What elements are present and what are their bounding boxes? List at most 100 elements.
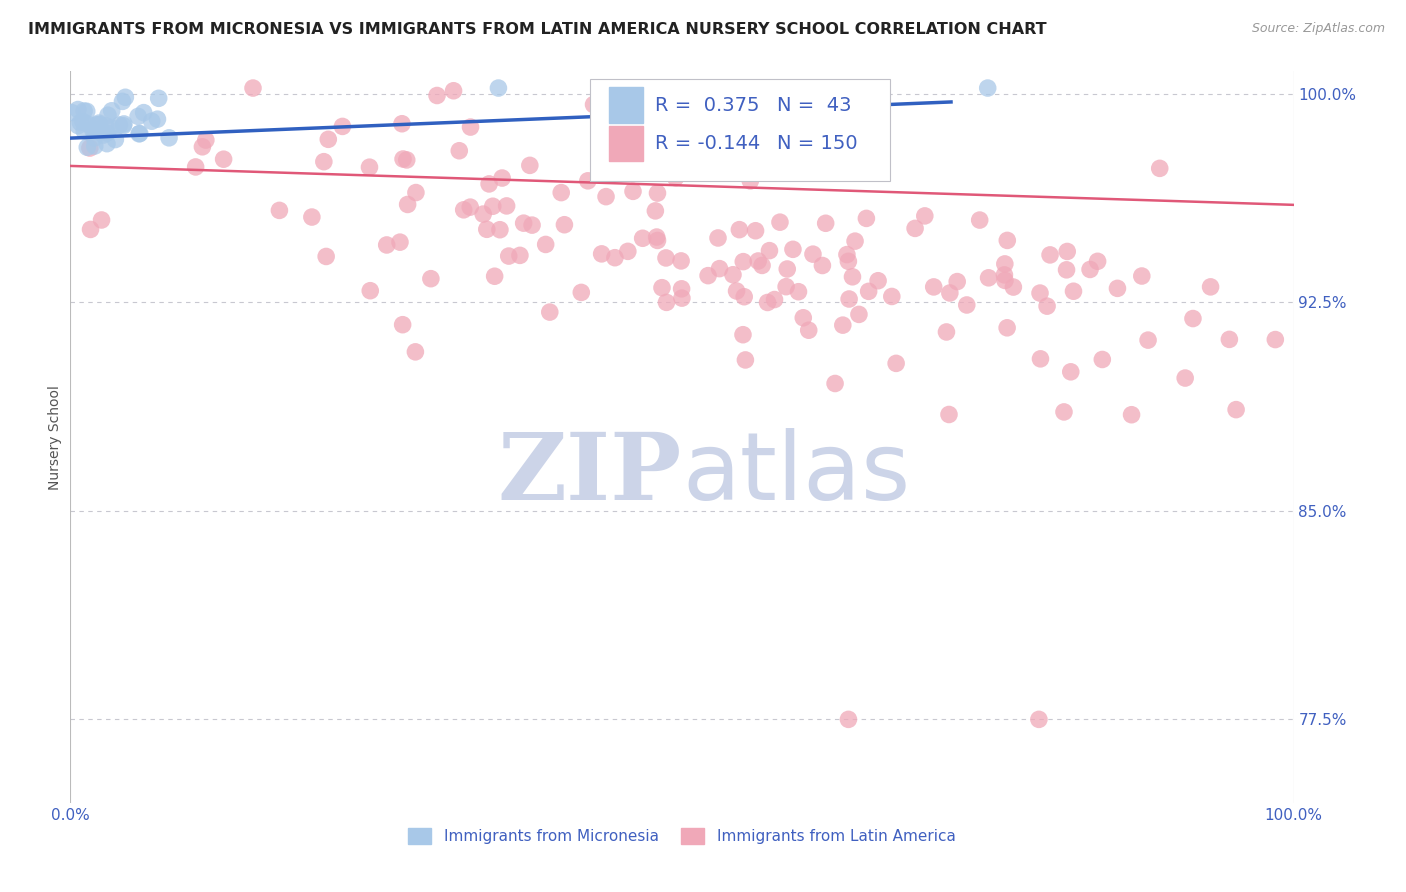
- Immigrants from Latin America: [426, 88, 449, 103]
- Immigrants from Latin America: [1091, 352, 1114, 367]
- Immigrants from Micronesia: [108, 118, 131, 132]
- Immigrants from Micronesia: [72, 114, 94, 128]
- Immigrants from Latin America: [472, 207, 495, 221]
- Immigrants from Micronesia: [87, 116, 110, 130]
- Immigrants from Latin America: [269, 203, 291, 218]
- Immigrants from Latin America: [1063, 284, 1085, 298]
- Immigrants from Latin America: [835, 247, 858, 261]
- Immigrants from Latin America: [645, 230, 668, 244]
- Immigrants from Latin America: [647, 186, 669, 200]
- Immigrants from Latin America: [453, 202, 475, 217]
- Immigrants from Micronesia: [89, 118, 111, 132]
- Immigrants from Latin America: [1121, 408, 1143, 422]
- Immigrants from Latin America: [569, 285, 592, 300]
- Immigrants from Latin America: [396, 197, 419, 211]
- Immigrants from Micronesia: [97, 108, 120, 122]
- Immigrants from Micronesia: [84, 123, 107, 137]
- Immigrants from Latin America: [1264, 333, 1286, 347]
- Immigrants from Micronesia: [93, 128, 115, 142]
- Immigrants from Latin America: [664, 170, 686, 185]
- Text: IMMIGRANTS FROM MICRONESIA VS IMMIGRANTS FROM LATIN AMERICA NURSERY SCHOOL CORRE: IMMIGRANTS FROM MICRONESIA VS IMMIGRANTS…: [28, 22, 1046, 37]
- Immigrants from Latin America: [184, 160, 207, 174]
- Immigrants from Latin America: [868, 274, 890, 288]
- Immigrants from Micronesia: [127, 109, 149, 123]
- Immigrants from Latin America: [751, 259, 773, 273]
- Immigrants from Latin America: [769, 215, 792, 229]
- Immigrants from Latin America: [1225, 402, 1247, 417]
- Text: atlas: atlas: [682, 427, 910, 520]
- Immigrants from Latin America: [651, 281, 673, 295]
- Immigrants from Latin America: [315, 250, 337, 264]
- Immigrants from Latin America: [725, 284, 748, 298]
- Immigrants from Micronesia: [73, 103, 96, 118]
- Immigrants from Latin America: [1053, 405, 1076, 419]
- Immigrants from Micronesia: [94, 119, 117, 133]
- Immigrants from Latin America: [392, 152, 415, 166]
- Immigrants from Micronesia: [96, 126, 118, 140]
- Text: N = 150: N = 150: [778, 135, 858, 153]
- Immigrants from Latin America: [758, 244, 780, 258]
- Immigrants from Latin America: [728, 222, 751, 236]
- Immigrants from Latin America: [519, 158, 541, 172]
- Immigrants from Latin America: [938, 408, 960, 422]
- Immigrants from Latin America: [1087, 254, 1109, 268]
- Immigrants from Latin America: [956, 298, 979, 312]
- Immigrants from Latin America: [801, 247, 824, 261]
- Immigrants from Latin America: [994, 273, 1017, 287]
- Immigrants from Latin America: [375, 238, 398, 252]
- Immigrants from Latin America: [242, 81, 264, 95]
- Immigrants from Latin America: [595, 189, 617, 203]
- Immigrants from Latin America: [475, 222, 498, 236]
- Immigrants from Latin America: [763, 293, 786, 307]
- Immigrants from Latin America: [731, 327, 754, 342]
- Text: N =  43: N = 43: [778, 95, 852, 114]
- Immigrants from Latin America: [1039, 248, 1062, 262]
- Immigrants from Latin America: [848, 307, 870, 321]
- Immigrants from Latin America: [995, 234, 1018, 248]
- Immigrants from Latin America: [1002, 280, 1025, 294]
- Immigrants from Micronesia: [83, 139, 105, 153]
- Immigrants from Latin America: [79, 222, 101, 236]
- Immigrants from Latin America: [388, 235, 411, 249]
- Immigrants from Latin America: [733, 254, 755, 268]
- Bar: [609, 126, 643, 161]
- Immigrants from Latin America: [391, 318, 413, 332]
- Immigrants from Latin America: [855, 211, 877, 226]
- Immigrants from Latin America: [707, 231, 730, 245]
- Immigrants from Latin America: [534, 237, 557, 252]
- Immigrants from Latin America: [1078, 262, 1101, 277]
- Immigrants from Latin America: [655, 251, 678, 265]
- Immigrants from Latin America: [946, 275, 969, 289]
- Immigrants from Micronesia: [86, 118, 108, 132]
- Immigrants from Latin America: [922, 280, 945, 294]
- Immigrants from Latin America: [1130, 268, 1153, 283]
- Immigrants from Latin America: [792, 310, 814, 325]
- Immigrants from Latin America: [550, 186, 572, 200]
- Immigrants from Latin America: [212, 152, 235, 166]
- Text: Source: ZipAtlas.com: Source: ZipAtlas.com: [1251, 22, 1385, 36]
- Immigrants from Latin America: [775, 279, 797, 293]
- Immigrants from Micronesia: [96, 136, 118, 151]
- Immigrants from Latin America: [1029, 351, 1052, 366]
- Immigrants from Micronesia: [100, 103, 122, 118]
- Immigrants from Latin America: [484, 269, 506, 284]
- Immigrants from Latin America: [995, 320, 1018, 334]
- Immigrants from Micronesia: [111, 95, 134, 109]
- Immigrants from Latin America: [1181, 311, 1204, 326]
- Immigrants from Latin America: [721, 268, 744, 282]
- Immigrants from Latin America: [1056, 244, 1078, 259]
- Immigrants from Micronesia: [157, 131, 180, 145]
- Immigrants from Latin America: [520, 218, 543, 232]
- Immigrants from Latin America: [90, 213, 112, 227]
- Immigrants from Latin America: [884, 356, 907, 370]
- Immigrants from Micronesia: [60, 105, 83, 120]
- Immigrants from Latin America: [647, 234, 669, 248]
- Immigrants from Latin America: [458, 200, 481, 214]
- Immigrants from Micronesia: [112, 117, 135, 131]
- Immigrants from Latin America: [671, 282, 693, 296]
- Immigrants from Latin America: [621, 185, 644, 199]
- Immigrants from Micronesia: [73, 124, 96, 138]
- Immigrants from Latin America: [194, 133, 217, 147]
- Immigrants from Latin America: [977, 270, 1000, 285]
- Immigrants from Latin America: [359, 160, 381, 174]
